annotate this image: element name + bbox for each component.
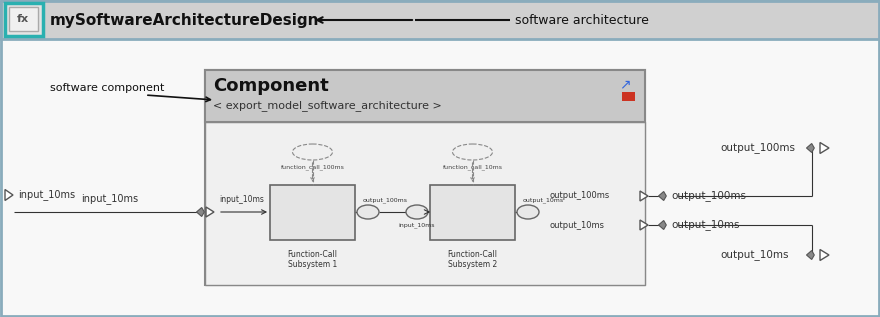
Polygon shape xyxy=(5,190,13,200)
Bar xyxy=(205,70,645,122)
Text: input_10ms: input_10ms xyxy=(82,193,138,204)
Polygon shape xyxy=(820,249,829,261)
Polygon shape xyxy=(658,191,666,200)
Text: output_10ms: output_10ms xyxy=(720,249,788,261)
Bar xyxy=(205,70,645,285)
Text: input_10ms: input_10ms xyxy=(18,190,75,200)
Text: Function-Call
Subsystem 2: Function-Call Subsystem 2 xyxy=(448,250,497,269)
Ellipse shape xyxy=(357,205,379,219)
Text: output_10ms: output_10ms xyxy=(550,221,605,230)
Text: function_call_100ms: function_call_100ms xyxy=(281,164,344,170)
Bar xyxy=(1,1,879,39)
Text: ↗: ↗ xyxy=(620,77,631,91)
Text: output_100ms: output_100ms xyxy=(363,197,408,203)
Polygon shape xyxy=(640,220,648,230)
Text: function_call_10ms: function_call_10ms xyxy=(443,164,502,170)
Ellipse shape xyxy=(406,205,428,219)
Ellipse shape xyxy=(452,144,493,160)
Text: software component: software component xyxy=(50,83,165,93)
Text: output_10ms: output_10ms xyxy=(523,197,564,203)
Text: Component: Component xyxy=(213,77,329,95)
Text: output_100ms: output_100ms xyxy=(720,143,795,153)
Ellipse shape xyxy=(517,205,539,219)
Bar xyxy=(9,7,38,31)
Bar xyxy=(270,185,355,240)
Text: output_100ms: output_100ms xyxy=(671,191,746,201)
Text: input_10ms: input_10ms xyxy=(399,222,436,228)
Polygon shape xyxy=(806,144,814,152)
Polygon shape xyxy=(196,208,204,217)
Polygon shape xyxy=(640,191,648,201)
Text: software architecture: software architecture xyxy=(515,14,649,27)
Text: < export_model_software_architecture >: < export_model_software_architecture > xyxy=(213,100,442,112)
Polygon shape xyxy=(820,143,829,153)
Text: Function-Call
Subsystem 1: Function-Call Subsystem 1 xyxy=(288,250,338,269)
Bar xyxy=(205,122,645,285)
Text: input_10ms: input_10ms xyxy=(219,195,264,204)
Text: mySoftwareArchitectureDesign: mySoftwareArchitectureDesign xyxy=(50,12,319,28)
Polygon shape xyxy=(806,250,814,260)
Text: output_10ms: output_10ms xyxy=(671,220,739,230)
Text: fx: fx xyxy=(17,14,29,24)
Bar xyxy=(622,92,635,101)
Bar xyxy=(5,3,43,36)
Polygon shape xyxy=(206,207,214,217)
Ellipse shape xyxy=(292,144,333,160)
Polygon shape xyxy=(658,221,666,230)
Bar xyxy=(430,185,515,240)
Text: output_100ms: output_100ms xyxy=(550,191,610,200)
